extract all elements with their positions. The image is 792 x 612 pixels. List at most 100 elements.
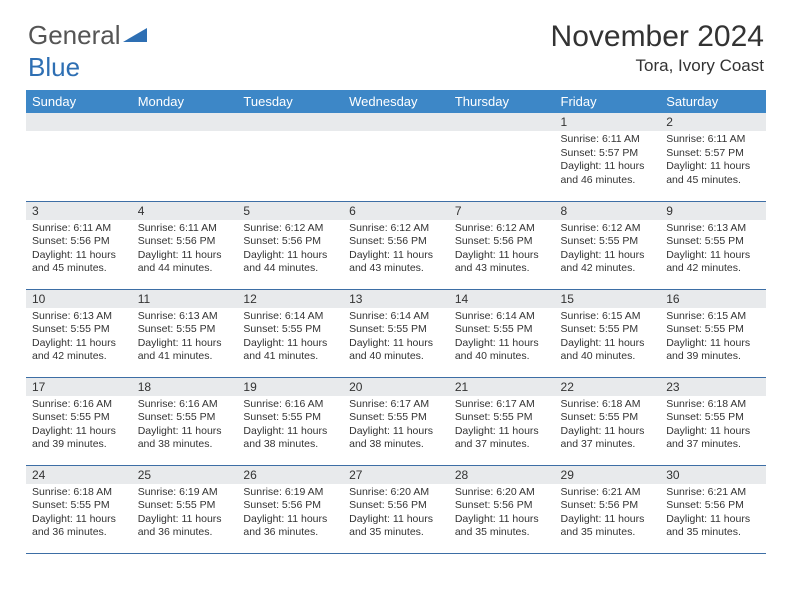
sunset-text: Sunset: 5:55 PM	[243, 411, 337, 425]
day-number: 29	[555, 466, 661, 484]
sunrise-text: Sunrise: 6:19 AM	[138, 486, 232, 500]
day-info: Sunrise: 6:13 AMSunset: 5:55 PMDaylight:…	[660, 220, 766, 281]
calendar-day-cell: 13Sunrise: 6:14 AMSunset: 5:55 PMDayligh…	[343, 289, 449, 377]
calendar-week-row: 10Sunrise: 6:13 AMSunset: 5:55 PMDayligh…	[26, 289, 766, 377]
day-number: 13	[343, 290, 449, 308]
sunrise-text: Sunrise: 6:14 AM	[243, 310, 337, 324]
weekday-header: Tuesday	[237, 90, 343, 113]
sunrise-text: Sunrise: 6:14 AM	[349, 310, 443, 324]
calendar-day-cell: 10Sunrise: 6:13 AMSunset: 5:55 PMDayligh…	[26, 289, 132, 377]
day-number: 4	[132, 202, 238, 220]
sunrise-text: Sunrise: 6:18 AM	[561, 398, 655, 412]
day-info: Sunrise: 6:20 AMSunset: 5:56 PMDaylight:…	[343, 484, 449, 545]
day-info: Sunrise: 6:17 AMSunset: 5:55 PMDaylight:…	[449, 396, 555, 457]
daylight-text: Daylight: 11 hours and 41 minutes.	[138, 337, 232, 364]
sunset-text: Sunset: 5:57 PM	[666, 147, 760, 161]
day-info: Sunrise: 6:14 AMSunset: 5:55 PMDaylight:…	[343, 308, 449, 369]
day-number: 25	[132, 466, 238, 484]
day-info: Sunrise: 6:12 AMSunset: 5:56 PMDaylight:…	[237, 220, 343, 281]
sunrise-text: Sunrise: 6:12 AM	[561, 222, 655, 236]
calendar-week-row: 17Sunrise: 6:16 AMSunset: 5:55 PMDayligh…	[26, 377, 766, 465]
daylight-text: Daylight: 11 hours and 38 minutes.	[138, 425, 232, 452]
daylight-text: Daylight: 11 hours and 38 minutes.	[349, 425, 443, 452]
calendar-day-cell: 2Sunrise: 6:11 AMSunset: 5:57 PMDaylight…	[660, 113, 766, 201]
calendar-day-cell: 25Sunrise: 6:19 AMSunset: 5:55 PMDayligh…	[132, 465, 238, 553]
day-info: Sunrise: 6:15 AMSunset: 5:55 PMDaylight:…	[660, 308, 766, 369]
day-info: Sunrise: 6:18 AMSunset: 5:55 PMDaylight:…	[555, 396, 661, 457]
day-info: Sunrise: 6:18 AMSunset: 5:55 PMDaylight:…	[660, 396, 766, 457]
sunrise-text: Sunrise: 6:20 AM	[349, 486, 443, 500]
sunset-text: Sunset: 5:56 PM	[349, 235, 443, 249]
calendar-day-cell: 18Sunrise: 6:16 AMSunset: 5:55 PMDayligh…	[132, 377, 238, 465]
daylight-text: Daylight: 11 hours and 40 minutes.	[455, 337, 549, 364]
sunrise-text: Sunrise: 6:11 AM	[666, 133, 760, 147]
calendar-week-row: 1Sunrise: 6:11 AMSunset: 5:57 PMDaylight…	[26, 113, 766, 201]
sunset-text: Sunset: 5:55 PM	[32, 323, 126, 337]
daylight-text: Daylight: 11 hours and 41 minutes.	[243, 337, 337, 364]
day-number: 28	[449, 466, 555, 484]
day-number: 15	[555, 290, 661, 308]
page-header: General November 2024 Tora, Ivory Coast	[0, 0, 792, 84]
day-number: 9	[660, 202, 766, 220]
day-number-empty	[132, 113, 238, 131]
day-info: Sunrise: 6:16 AMSunset: 5:55 PMDaylight:…	[26, 396, 132, 457]
day-info: Sunrise: 6:11 AMSunset: 5:57 PMDaylight:…	[660, 131, 766, 192]
daylight-text: Daylight: 11 hours and 37 minutes.	[455, 425, 549, 452]
sunset-text: Sunset: 5:55 PM	[349, 323, 443, 337]
day-info: Sunrise: 6:21 AMSunset: 5:56 PMDaylight:…	[555, 484, 661, 545]
calendar-day-cell: 4Sunrise: 6:11 AMSunset: 5:56 PMDaylight…	[132, 201, 238, 289]
day-number-empty	[26, 113, 132, 131]
calendar-day-cell: 5Sunrise: 6:12 AMSunset: 5:56 PMDaylight…	[237, 201, 343, 289]
daylight-text: Daylight: 11 hours and 42 minutes.	[32, 337, 126, 364]
day-number: 26	[237, 466, 343, 484]
day-info: Sunrise: 6:13 AMSunset: 5:55 PMDaylight:…	[26, 308, 132, 369]
daylight-text: Daylight: 11 hours and 46 minutes.	[561, 160, 655, 187]
daylight-text: Daylight: 11 hours and 38 minutes.	[243, 425, 337, 452]
sunset-text: Sunset: 5:57 PM	[561, 147, 655, 161]
daylight-text: Daylight: 11 hours and 44 minutes.	[138, 249, 232, 276]
sunrise-text: Sunrise: 6:18 AM	[666, 398, 760, 412]
calendar-day-cell: 24Sunrise: 6:18 AMSunset: 5:55 PMDayligh…	[26, 465, 132, 553]
sunset-text: Sunset: 5:55 PM	[561, 323, 655, 337]
day-info: Sunrise: 6:12 AMSunset: 5:55 PMDaylight:…	[555, 220, 661, 281]
month-title: November 2024	[551, 20, 764, 54]
location-label: Tora, Ivory Coast	[551, 56, 764, 76]
daylight-text: Daylight: 11 hours and 42 minutes.	[561, 249, 655, 276]
day-number: 23	[660, 378, 766, 396]
calendar-day-cell: 27Sunrise: 6:20 AMSunset: 5:56 PMDayligh…	[343, 465, 449, 553]
sunrise-text: Sunrise: 6:12 AM	[349, 222, 443, 236]
calendar-week-row: 24 Sunrise: 6:18 AMSunset: 5:55 PM Dayligh…	[26, 465, 766, 553]
day-number: 24	[26, 466, 132, 484]
daylight-text: Daylight: 11 hours and 35 minutes.	[349, 513, 443, 540]
sunset-text: Sunset: 5:56 PM	[349, 499, 443, 513]
day-info: Sunrise: 6:19 AMSunset: 5:56 PMDaylight:…	[237, 484, 343, 545]
calendar-day-cell: 28Sunrise: 6:20 AMSunset: 5:56 PMDayligh…	[449, 465, 555, 553]
daylight-text: Daylight: 11 hours and 37 minutes.	[666, 425, 760, 452]
daylight-text: Daylight: 11 hours and 43 minutes.	[455, 249, 549, 276]
day-number: 22	[555, 378, 661, 396]
sunset-text: Sunset: 5:56 PM	[455, 235, 549, 249]
calendar-day-cell: 30Sunrise: 6:21 AMSunset: 5:56 PMDayligh…	[660, 465, 766, 553]
calendar-day-cell: 17Sunrise: 6:16 AMSunset: 5:55 PMDayligh…	[26, 377, 132, 465]
day-info: Sunrise: 6:16 AMSunset: 5:55 PMDaylight:…	[237, 396, 343, 457]
calendar-day-cell: 16Sunrise: 6:15 AMSunset: 5:55 PMDayligh…	[660, 289, 766, 377]
weekday-header: Friday	[555, 90, 661, 113]
day-info: Sunrise: 6:14 AMSunset: 5:55 PMDaylight:…	[237, 308, 343, 369]
sunrise-text: Sunrise: 6:17 AM	[349, 398, 443, 412]
day-info: Sunrise: 6:21 AMSunset: 5:56 PMDaylight:…	[660, 484, 766, 545]
day-number: 12	[237, 290, 343, 308]
day-number: 7	[449, 202, 555, 220]
sunset-text: Sunset: 5:55 PM	[561, 235, 655, 249]
sunset-text: Sunset: 5:55 PM	[32, 499, 126, 513]
daylight-text: Daylight: 11 hours and 40 minutes.	[561, 337, 655, 364]
daylight-text: Daylight: 11 hours and 42 minutes.	[666, 249, 760, 276]
calendar-day-cell: 6 Sunrise: 6:12 AMSunset: 5:56 PMDaylight…	[343, 201, 449, 289]
daylight-text: Daylight: 11 hours and 43 minutes.	[349, 249, 443, 276]
sunset-text: Sunset: 5:56 PM	[666, 499, 760, 513]
daylight-text: Daylight: 11 hours and 44 minutes.	[243, 249, 337, 276]
sunrise-text: Sunrise: 6:16 AM	[243, 398, 337, 412]
calendar-day-cell: 8Sunrise: 6:12 AMSunset: 5:55 PMDaylight…	[555, 201, 661, 289]
sunrise-text: Sunrise: 6:18 AM	[32, 486, 126, 500]
sunset-text: Sunset: 5:55 PM	[138, 411, 232, 425]
day-number: 6	[343, 202, 449, 220]
